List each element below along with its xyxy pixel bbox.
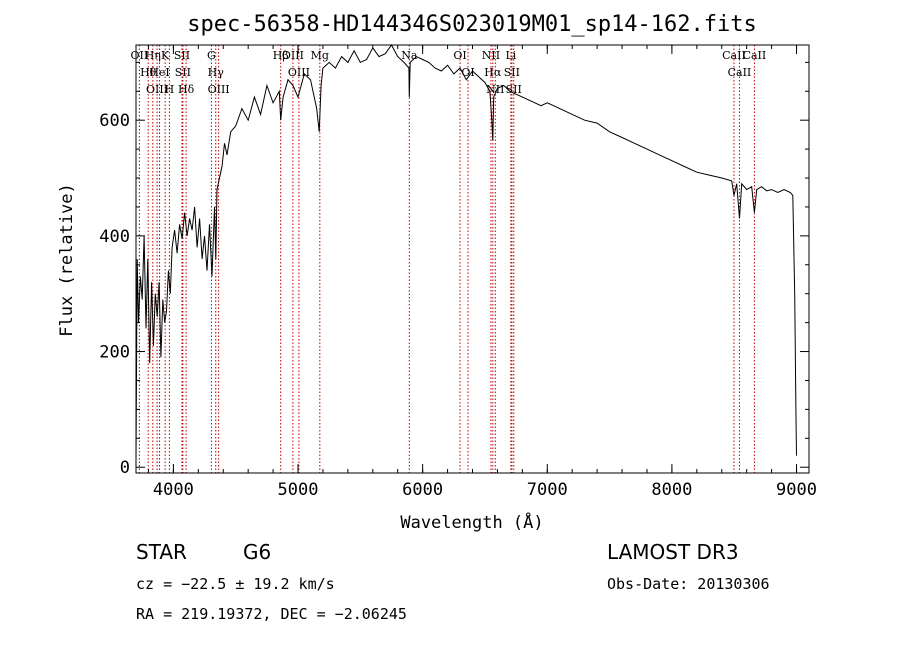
y-tick-label-2: 400 [99,227,130,247]
x-axis: 4000 5000 6000 7000 8000 9000 [147,45,817,500]
line-label-28: CaII [743,49,767,62]
line-label-25: Li [505,49,516,62]
line-label-24: SII [506,83,522,96]
line-label-2: OIII [146,83,168,96]
y-tick-label-1: 200 [99,343,130,363]
x-tick-label-0: 4000 [153,480,194,500]
line-label-11: Hγ [208,66,225,79]
chart-title: spec-56358-HD144346S023019M01_sp14-162.f… [187,12,757,37]
spectrum-line [135,44,797,462]
x-tick-label-2: 6000 [402,480,443,500]
line-label-23: SII [504,66,520,79]
line-label-1: OII [131,49,149,62]
line-label-26: CaII [722,49,746,62]
x-tick-label-3: 7000 [527,480,568,500]
line-label-0: Hθ [140,66,157,79]
line-label-18: OI [453,49,466,62]
line-label-16: Mg [311,49,329,62]
line-label-14: OIII [282,49,304,62]
y-tick-label-3: 600 [99,111,130,131]
x-tick-label-4: 8000 [651,480,692,500]
spectral-line-labels: OIIHθHηOIIIHeIKHSIISIIHδGHγOIIIHβOIIIOII… [131,49,767,96]
line-label-27: CaII [728,66,752,79]
line-label-12: G [207,49,216,62]
line-label-6: H [165,83,175,96]
line-label-10: OIII [208,83,230,96]
object-type: STAR [136,540,187,564]
line-label-20: Hα [484,66,502,79]
x-tick-label-5: 9000 [776,480,817,500]
line-label-4: Hη [145,49,161,62]
line-label-22: NII [486,83,504,96]
y-axis: 0 200 400 600 [99,61,809,478]
y-axis-label: Flux (relative) [57,183,77,337]
x-axis-label: Wavelength (Å) [400,511,543,533]
line-label-17: Na [401,49,418,62]
obs-date: Obs-Date: 20130306 [607,575,770,593]
line-label-5: K [161,49,170,62]
y-tick-label-0: 0 [120,458,130,478]
line-label-9: SII [175,66,191,79]
redshift-cz: cz = −22.5 ± 19.2 km/s [136,575,335,593]
line-label-8: Hδ [178,83,195,96]
line-label-7: SII [174,49,190,62]
subclass: G6 [243,540,272,564]
plot-frame [135,44,810,474]
x-tick-label-1: 5000 [278,480,319,500]
line-label-15: Hβ [273,49,289,62]
line-label-3: HeI [149,66,169,79]
ra-dec: RA = 219.19372, DEC = −2.06245 [136,605,407,623]
survey-name: LAMOST DR3 [607,540,739,564]
line-label-13: OIII [288,66,310,79]
line-label-21: NII [482,49,500,62]
spectral-line-markers [138,45,755,473]
